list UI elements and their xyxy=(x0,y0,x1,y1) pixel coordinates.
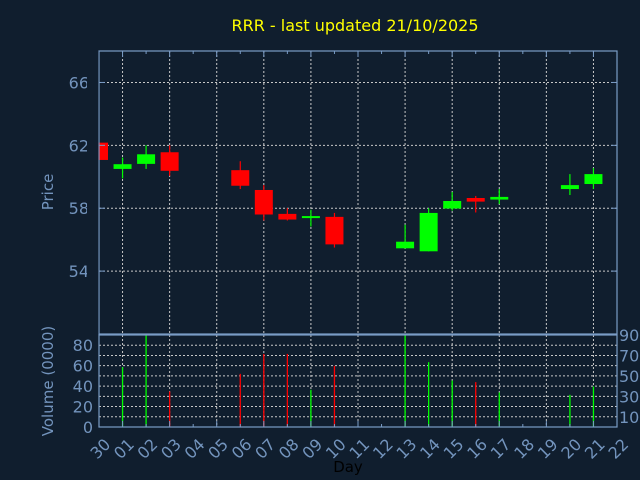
candle-body xyxy=(137,154,156,164)
candle-body xyxy=(254,189,273,215)
volume-tick-label: 50 xyxy=(619,367,639,386)
candle-body xyxy=(325,216,344,245)
volume-tick-label: 20 xyxy=(73,398,93,417)
candle-body xyxy=(560,185,579,190)
volume-tick-label: 10 xyxy=(619,408,639,427)
volume-axis-label: Volume (0000) xyxy=(39,326,57,436)
candle-body xyxy=(490,196,509,200)
price-panel-frame xyxy=(98,50,618,335)
volume-tick-label: 30 xyxy=(619,387,639,406)
candle-body xyxy=(466,198,485,202)
candle-body xyxy=(419,212,438,252)
volume-tick-label: 0 xyxy=(83,418,93,437)
candle-body xyxy=(301,216,320,219)
candle-body xyxy=(396,241,415,249)
volume-tick-label: 90 xyxy=(619,326,639,345)
volume-tick-label: 80 xyxy=(73,336,93,355)
candle-body xyxy=(584,174,603,185)
candle-body xyxy=(443,200,462,209)
price-axis-label: Price xyxy=(39,174,57,211)
chart-marks xyxy=(90,142,603,427)
volume-tick-label: 60 xyxy=(73,357,93,376)
price-tick-label: 54 xyxy=(69,262,89,281)
price-tick-label: 62 xyxy=(69,136,89,155)
chart-title: RRR - last updated 21/10/2025 xyxy=(231,16,478,35)
volume-tick-label: 70 xyxy=(619,346,639,365)
day-axis-label: Day xyxy=(333,458,363,476)
candle-body xyxy=(278,213,297,220)
volume-panel-frame xyxy=(98,334,618,428)
left-clip-mask xyxy=(87,51,99,334)
volume-tick-label: 40 xyxy=(73,377,93,396)
price-tick-label: 58 xyxy=(69,199,89,218)
candle-body xyxy=(231,170,250,186)
candle-body xyxy=(113,164,132,169)
candle-body xyxy=(160,152,179,171)
price-tick-label: 66 xyxy=(69,73,89,92)
